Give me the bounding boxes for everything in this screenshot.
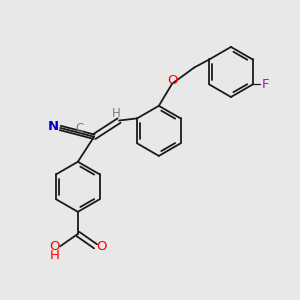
Text: O: O — [167, 74, 178, 87]
Text: F: F — [262, 78, 270, 91]
Text: H: H — [112, 107, 121, 120]
Text: N: N — [48, 120, 59, 133]
Text: H: H — [50, 249, 59, 262]
Text: C: C — [75, 122, 84, 135]
Text: O: O — [49, 240, 60, 253]
Text: O: O — [96, 240, 106, 253]
